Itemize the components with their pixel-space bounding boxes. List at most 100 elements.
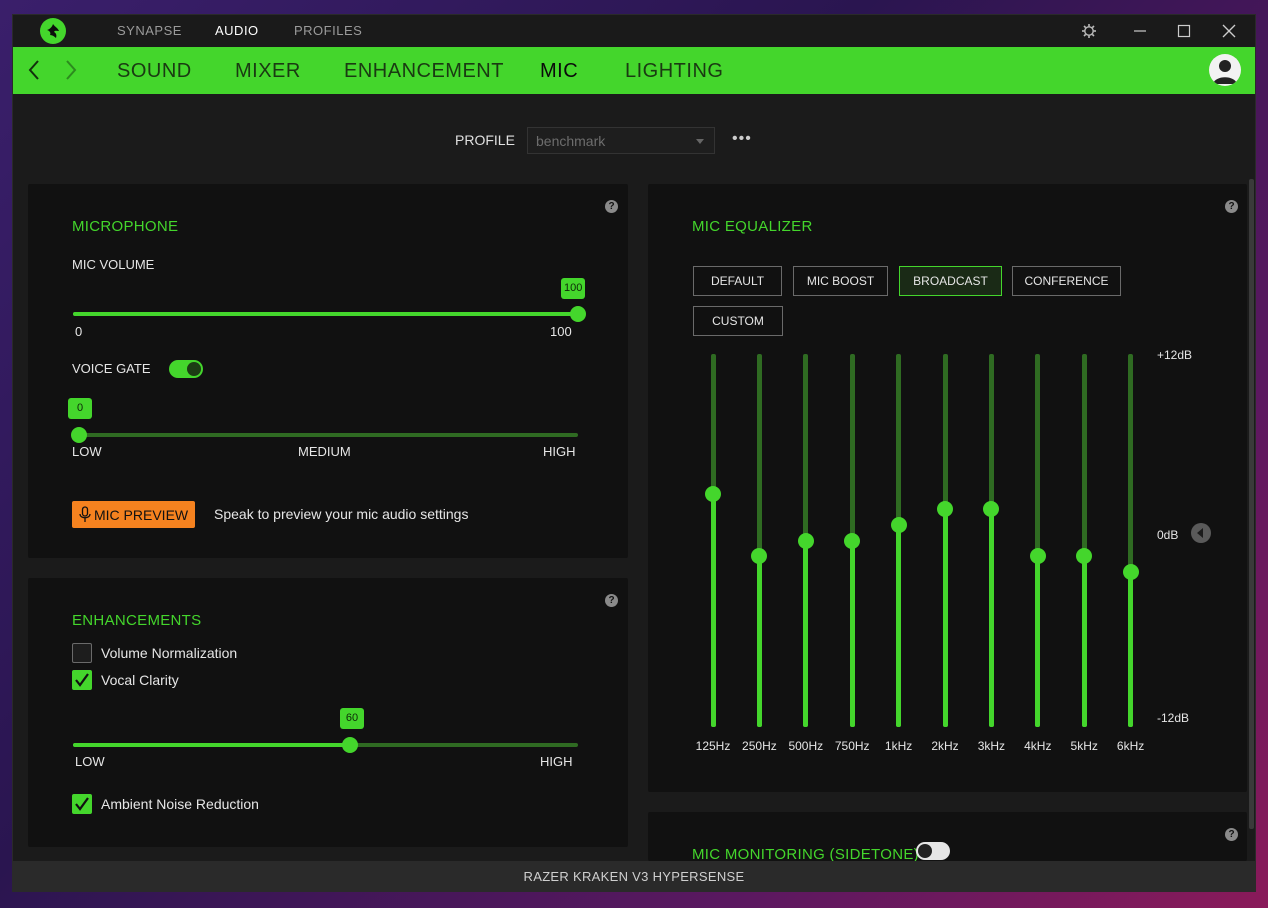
mic-preview-hint: Speak to preview your mic audio settings: [214, 506, 469, 522]
eq-band-thumb[interactable]: [751, 548, 768, 565]
eq-band-fill: [710, 493, 716, 727]
eq-band-fill: [988, 509, 994, 727]
voice-gate-high-label: HIGH: [543, 444, 576, 459]
mic-equalizer-panel: ? MIC EQUALIZER DEFAULT MIC BOOST BROADC…: [648, 184, 1247, 792]
checkmark-icon: [75, 673, 89, 687]
eq-band-thumb[interactable]: [937, 501, 953, 518]
eq-band-frequency-label: 2kHz: [931, 739, 959, 753]
razer-logo-icon[interactable]: [40, 18, 66, 44]
voice-gate-label: VOICE GATE: [72, 361, 151, 376]
voice-gate-slider-thumb[interactable]: [71, 427, 87, 443]
eq-band-fill: [849, 540, 855, 727]
microphone-help-icon[interactable]: ?: [605, 200, 618, 213]
eq-band-fill: [803, 540, 809, 727]
mic-preview-button[interactable]: MIC PREVIEW: [72, 501, 195, 528]
mic-monitoring-help-icon[interactable]: ?: [1225, 828, 1238, 841]
vertical-scrollbar[interactable]: [1249, 179, 1254, 829]
preset-default-button[interactable]: DEFAULT: [693, 266, 782, 296]
maximize-icon[interactable]: [1174, 21, 1194, 41]
profile-dropdown[interactable]: benchmark: [527, 127, 715, 154]
ambient-noise-reduction-checkbox[interactable]: [72, 794, 92, 814]
eq-band-thumb[interactable]: [797, 532, 814, 549]
vocal-clarity-checkbox[interactable]: [72, 670, 92, 690]
mic-volume-value-badge: 100: [561, 278, 585, 299]
eq-band-thumb[interactable]: [1029, 548, 1046, 565]
preset-custom-button[interactable]: CUSTOM: [693, 306, 783, 336]
tab-mic[interactable]: MIC: [540, 60, 579, 82]
eq-band-frequency-label: 4kHz: [1024, 739, 1052, 753]
mic-monitoring-panel: ? MIC MONITORING (SIDETONE): [648, 812, 1247, 861]
db-bottom-label: -12dB: [1157, 711, 1190, 725]
close-icon[interactable]: [1219, 21, 1239, 41]
preset-conference-button[interactable]: CONFERENCE: [1012, 266, 1121, 296]
eq-band-fill: [1081, 556, 1087, 727]
sub-navigation-bar: SOUND MIXER ENHANCEMENT MIC LIGHTING: [13, 47, 1255, 94]
eq-band-thumb[interactable]: [1076, 548, 1093, 565]
eq-band-track[interactable]: [1081, 354, 1087, 727]
eq-band-fill: [1035, 556, 1041, 727]
eq-band-frequency-label: 5kHz: [1070, 739, 1098, 753]
voice-gate-medium-label: MEDIUM: [298, 444, 351, 459]
enhancements-panel: ? ENHANCEMENTS Volume Normalization Voca…: [28, 578, 628, 847]
eq-band-thumb[interactable]: [844, 532, 861, 549]
checkmark-icon: [75, 797, 89, 811]
device-name: RAZER KRAKEN V3 HYPERSENSE: [523, 869, 745, 884]
eq-band-thumb[interactable]: [983, 501, 1000, 518]
user-avatar-icon[interactable]: [1209, 54, 1241, 86]
voice-gate-value-badge: 0: [68, 398, 92, 419]
eq-band-fill: [756, 556, 762, 727]
back-arrow-icon[interactable]: [27, 59, 41, 86]
equalizer-help-icon[interactable]: ?: [1225, 200, 1238, 213]
profile-more-options-button[interactable]: •••: [732, 130, 752, 147]
eq-band-track[interactable]: [756, 354, 762, 727]
mic-volume-slider-thumb[interactable]: [570, 306, 586, 322]
voice-gate-track[interactable]: [78, 433, 578, 437]
reset-gain-arrow-icon[interactable]: [1191, 523, 1211, 543]
eq-band-fill: [942, 509, 948, 727]
eq-band-thumb[interactable]: [1122, 563, 1139, 580]
preset-broadcast-button[interactable]: BROADCAST: [899, 266, 1002, 296]
settings-gear-icon[interactable]: [1079, 21, 1099, 41]
eq-band-thumb[interactable]: [705, 485, 721, 502]
eq-band-thumb[interactable]: [890, 516, 907, 533]
mic-monitoring-toggle[interactable]: [916, 842, 950, 860]
voice-gate-toggle[interactable]: [169, 360, 203, 378]
equalizer-title: MIC EQUALIZER: [692, 218, 813, 235]
vocal-clarity-slider-thumb[interactable]: [342, 737, 358, 753]
title-bar: SYNAPSE AUDIO PROFILES: [13, 15, 1255, 47]
db-top-label: +12dB: [1157, 348, 1193, 362]
preset-mic-boost-button[interactable]: MIC BOOST: [793, 266, 888, 296]
mic-preview-label: MIC PREVIEW: [94, 506, 189, 523]
eq-band-frequency-label: 3kHz: [977, 739, 1006, 753]
app-window: SYNAPSE AUDIO PROFILES: [12, 14, 1256, 892]
tab-mixer[interactable]: MIXER: [235, 60, 301, 82]
eq-band-fill: [1128, 571, 1134, 727]
profile-label: PROFILE: [455, 132, 515, 148]
profile-selected-value: benchmark: [536, 133, 606, 149]
tab-enhancement[interactable]: ENHANCEMENT: [344, 60, 504, 82]
device-footer: RAZER KRAKEN V3 HYPERSENSE: [13, 861, 1255, 891]
tab-synapse[interactable]: SYNAPSE: [117, 23, 182, 38]
microphone-title: MICROPHONE: [72, 218, 179, 235]
tab-audio[interactable]: AUDIO: [215, 23, 259, 38]
ambient-noise-reduction-label: Ambient Noise Reduction: [101, 796, 259, 812]
tab-sound[interactable]: SOUND: [117, 60, 192, 82]
tab-lighting[interactable]: LIGHTING: [625, 60, 724, 82]
volume-normalization-checkbox[interactable]: [72, 643, 92, 663]
voice-gate-low-label: LOW: [72, 444, 102, 459]
vocal-clarity-fill: [73, 743, 350, 747]
eq-band-frequency-label: 125Hz: [695, 739, 731, 753]
eq-band-track[interactable]: [1035, 354, 1041, 727]
enhancements-help-icon[interactable]: ?: [605, 594, 618, 607]
volume-normalization-label: Volume Normalization: [101, 645, 238, 661]
eq-band-frequency-label: 250Hz: [742, 739, 777, 753]
minimize-icon[interactable]: [1130, 21, 1150, 41]
vocal-clarity-low-label: LOW: [75, 754, 105, 769]
tab-profiles[interactable]: PROFILES: [294, 23, 363, 38]
microphone-icon: [78, 505, 92, 524]
enhancements-title: ENHANCEMENTS: [72, 612, 202, 629]
mic-monitoring-title: MIC MONITORING (SIDETONE): [692, 846, 919, 861]
microphone-panel: ? MICROPHONE MIC VOLUME 100 0 100 VOICE …: [28, 184, 628, 558]
forward-arrow-icon[interactable]: [64, 59, 78, 86]
eq-band-track[interactable]: [1128, 354, 1134, 727]
